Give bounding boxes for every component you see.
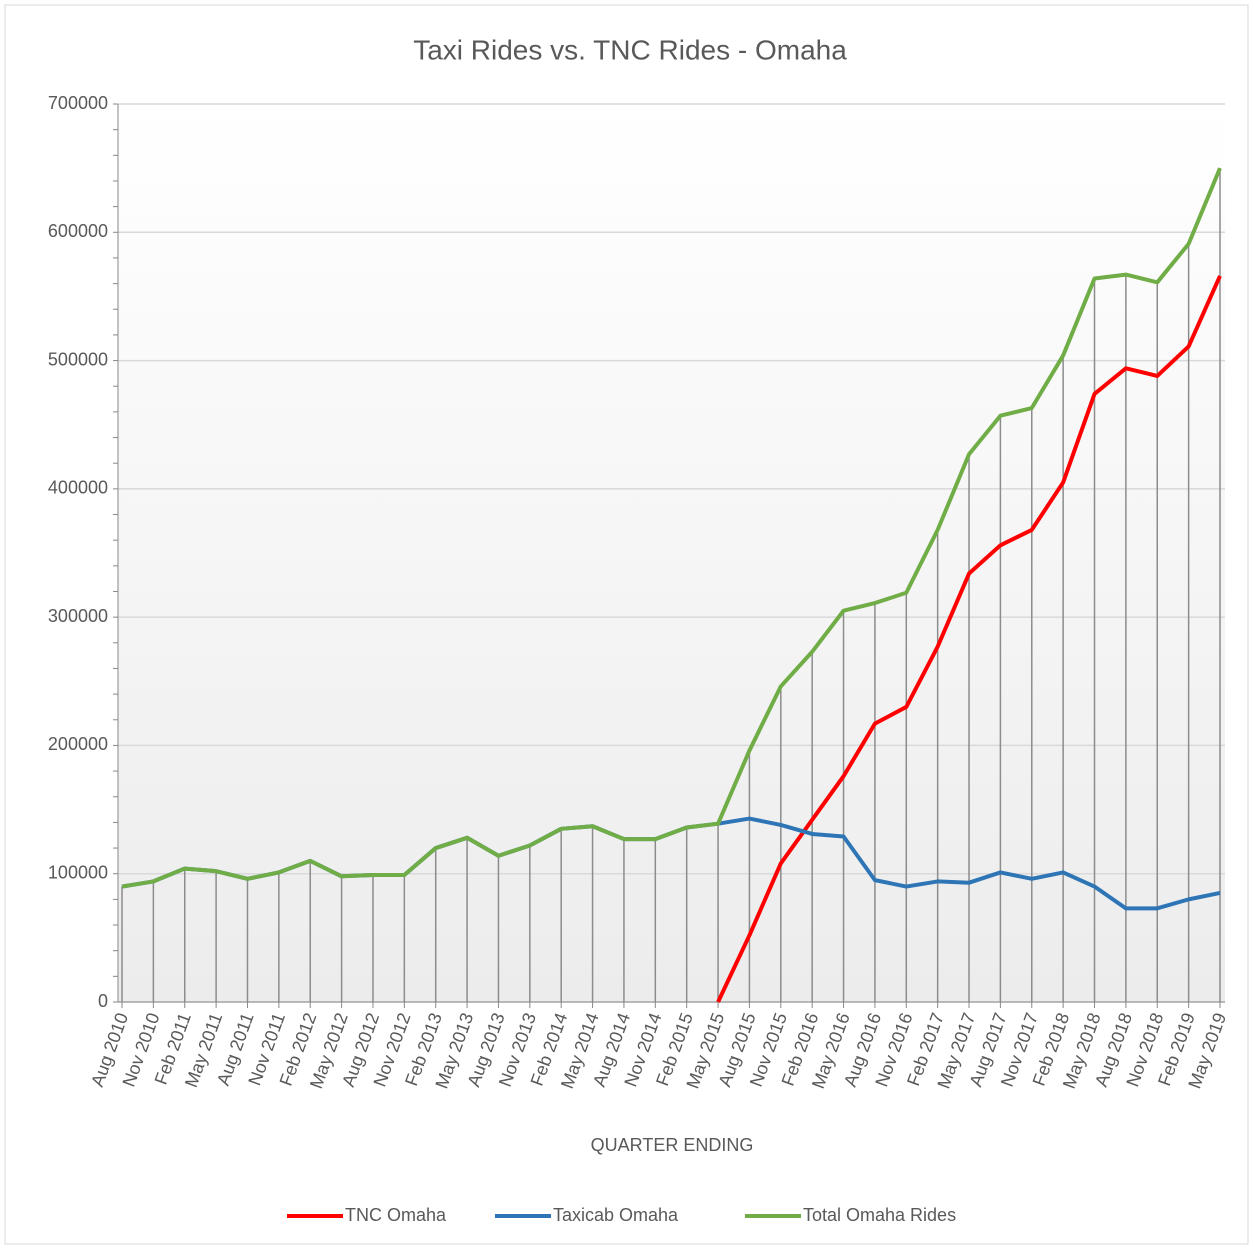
legend-label: Taxicab Omaha (553, 1205, 679, 1225)
y-tick-label: 700000 (48, 93, 108, 113)
legend-label: TNC Omaha (345, 1205, 447, 1225)
y-tick-label: 300000 (48, 606, 108, 626)
y-tick-label: 600000 (48, 221, 108, 241)
y-tick-label: 100000 (48, 862, 108, 882)
legend-label: Total Omaha Rides (803, 1205, 956, 1225)
plot-area (118, 104, 1225, 1002)
y-tick-label: 400000 (48, 478, 108, 498)
series-line (121, 167, 1222, 889)
chart-title: Taxi Rides vs. TNC Rides - Omaha (413, 34, 847, 65)
y-tick-label: 200000 (48, 734, 108, 754)
y-tick-label: 0 (98, 991, 108, 1011)
y-tick-label: 500000 (48, 349, 108, 369)
series-line (716, 275, 1222, 1003)
x-axis-label: QUARTER ENDING (591, 1135, 754, 1155)
